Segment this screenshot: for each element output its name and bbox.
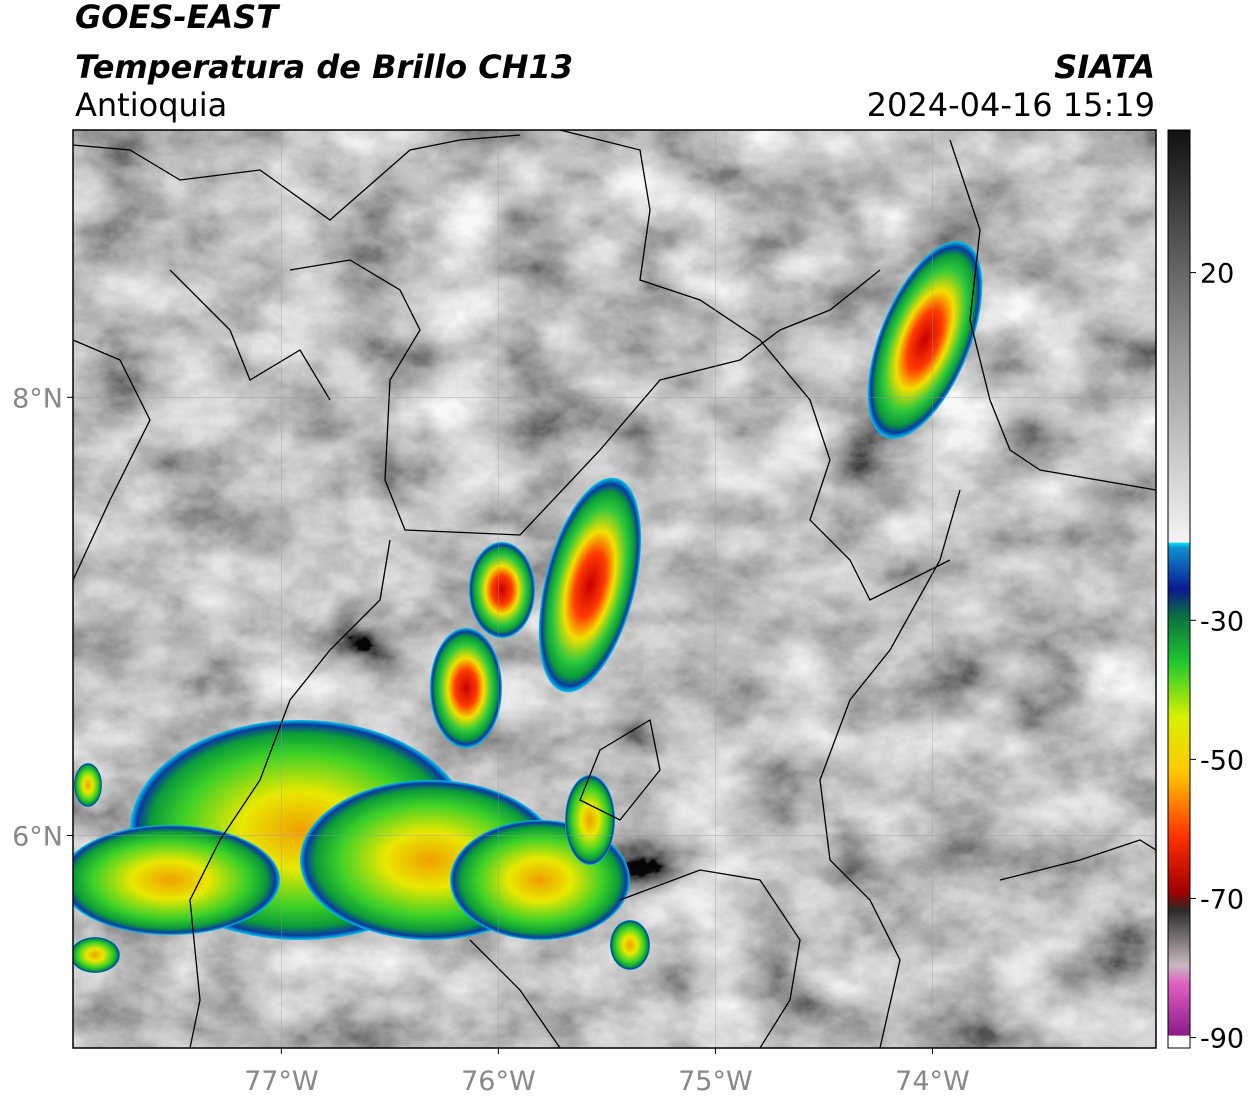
storms [73, 241, 983, 973]
map [73, 130, 1156, 1048]
satellite-title: GOES-EAST [75, 0, 280, 36]
product-title: Temperatura de Brillo CH13 [75, 48, 573, 86]
lon-tick-label: 75°W [678, 1066, 753, 1097]
map-ticks: 77°W 76°W 75°W 74°W 8°N 6°N [12, 383, 970, 1097]
lat-tick-label: 8°N [12, 383, 63, 414]
lat-tick-label: 6°N [12, 821, 63, 852]
colorbar-tick-label: -90 [1200, 1024, 1244, 1055]
map-frame [72, 129, 1157, 1049]
lon-tick-label: 76°W [461, 1066, 536, 1097]
colorbar-tick-label: -50 [1200, 745, 1244, 776]
colorbar-tick-label: 20 [1200, 259, 1234, 290]
region-title: Antioquia [75, 86, 227, 124]
colorbar-tick-label: -70 [1200, 884, 1244, 915]
colorbar [1167, 129, 1191, 1049]
colorbar-ticks: 20 -30 -50 -70 -90 [1190, 259, 1244, 1055]
datetime: 2024-04-16 15:19 [867, 86, 1155, 124]
source-title: SIATA [1054, 48, 1155, 86]
graticule [73, 130, 1156, 1048]
borders [73, 130, 1156, 1048]
lon-tick-label: 77°W [244, 1066, 319, 1097]
lon-tick-label: 74°W [895, 1066, 970, 1097]
colorbar-tick-label: -30 [1200, 606, 1244, 637]
